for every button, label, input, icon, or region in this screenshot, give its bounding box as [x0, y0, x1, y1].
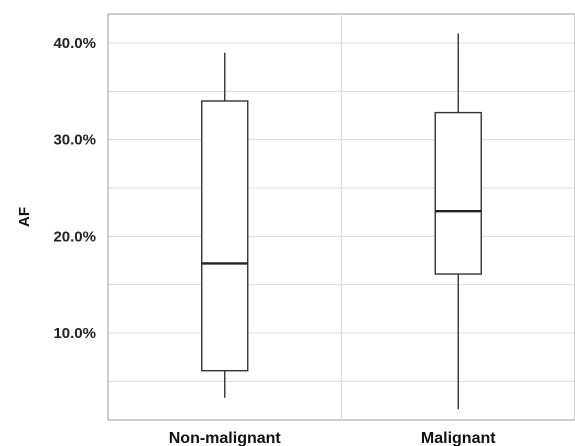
y-axis-title: AF: [16, 207, 33, 227]
iqr-box: [434, 111, 482, 275]
box-malignant: [434, 33, 482, 410]
x-category-labels: Non-malignant Malignant: [169, 430, 497, 446]
iqr-box: [201, 100, 249, 372]
y-tick-label: 30.0%: [53, 132, 96, 149]
y-tick-label: 40.0%: [53, 35, 96, 52]
y-tick-label: 20.0%: [53, 228, 96, 245]
box-non-malignant: [201, 52, 249, 398]
y-tick-label: 10.0%: [53, 325, 96, 342]
boxes: [201, 33, 482, 410]
y-tick-labels: 10.0% 20.0% 30.0% 40.0%: [53, 35, 96, 342]
x-category-label: Non-malignant: [169, 430, 282, 446]
x-category-label: Malignant: [421, 430, 496, 446]
